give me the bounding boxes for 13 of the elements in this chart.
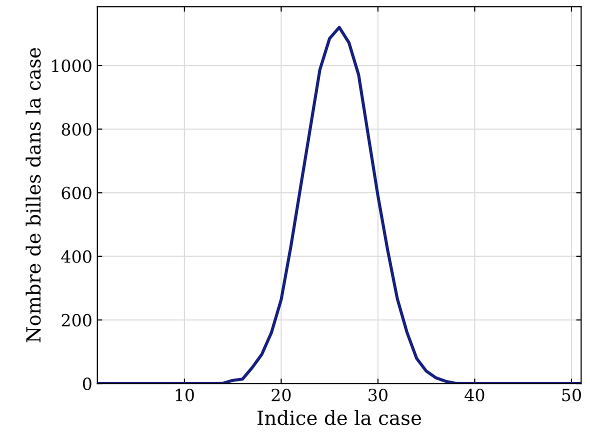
y-tick-label: 400 (61, 250, 92, 263)
y-tick-label: 0 (82, 378, 92, 390)
x-tick-label: 20 (272, 388, 291, 402)
y-tick-label: 600 (62, 186, 92, 200)
y-tick-label: 800 (62, 123, 92, 136)
y-tick-label: 200 (62, 314, 92, 327)
y-tick-label: 1000 (52, 59, 92, 72)
x-tick-label: 50 (562, 388, 581, 402)
x-axis-title: Indice de la case (258, 410, 422, 426)
x-tick-label: 10 (176, 388, 194, 402)
x-tick-label: 40 (464, 388, 484, 402)
x-tick-label: 30 (368, 388, 388, 402)
y-axis-title: Nombre de billes dans la case (26, 48, 41, 342)
